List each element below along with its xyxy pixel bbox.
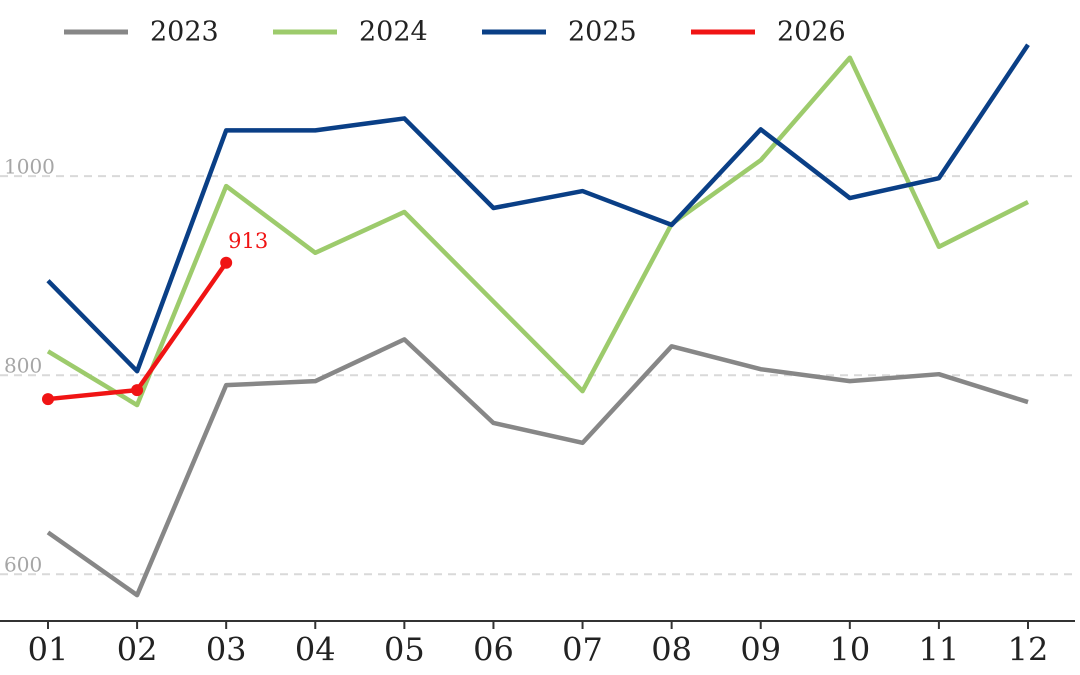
x-tick-label: 11 — [919, 631, 960, 669]
data-label: 913 — [228, 229, 268, 253]
x-tick-label: 12 — [1008, 631, 1049, 669]
legend-label: 2026 — [777, 17, 846, 48]
line-series — [46, 43, 1030, 374]
line-series — [47, 261, 229, 402]
x-tick-label: 03 — [206, 631, 247, 669]
x-tick-label: 08 — [651, 631, 692, 669]
x-tick-label: 07 — [562, 631, 603, 669]
legend-label: 2023 — [150, 17, 219, 48]
x-tick-label: 02 — [117, 631, 158, 669]
x-tick-label: 09 — [740, 631, 781, 669]
point — [42, 393, 54, 406]
x-tick-label: 10 — [829, 631, 870, 669]
line-series — [46, 55, 1030, 408]
line-series — [46, 337, 1029, 598]
x-tick-label: 04 — [295, 631, 336, 669]
point — [131, 384, 144, 397]
y-tick-label: 1000 — [4, 155, 55, 179]
y-tick-label: 800 — [4, 354, 42, 378]
x-tick-label: 05 — [384, 631, 425, 669]
legend-label: 2024 — [359, 17, 428, 48]
x-tick-label: 06 — [473, 631, 514, 669]
y-tick-label: 600 — [4, 553, 42, 577]
legend-label: 2025 — [568, 17, 637, 48]
point — [220, 256, 233, 269]
x-tick-label: 01 — [28, 631, 69, 669]
